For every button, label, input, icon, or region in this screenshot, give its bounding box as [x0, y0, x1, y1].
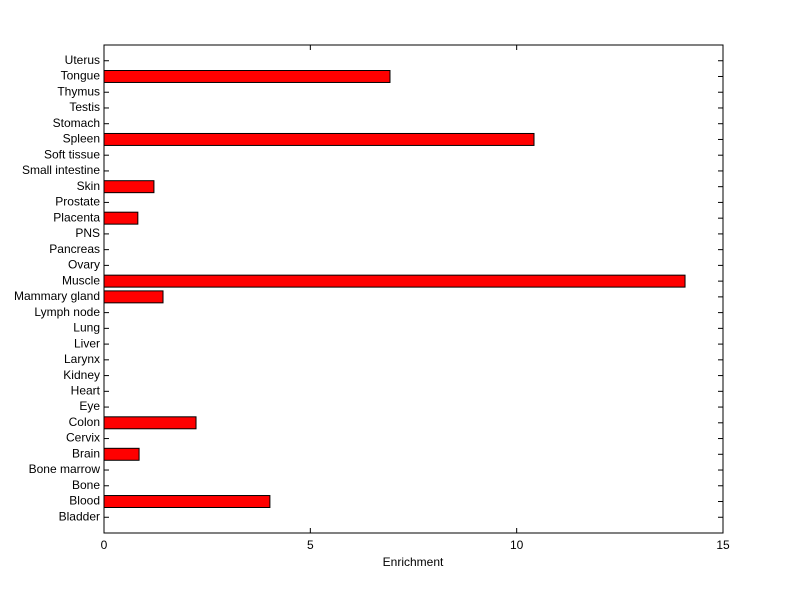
y-tick-label: Liver — [74, 336, 100, 350]
bar — [103, 495, 271, 508]
y-tick-label: Cervix — [66, 431, 100, 445]
x-tick-label: 10 — [510, 538, 524, 552]
y-tick-label: Bone — [72, 478, 100, 492]
plot-area — [104, 45, 723, 533]
bar — [103, 180, 155, 194]
y-tick-label: Thymus — [57, 84, 100, 98]
x-axis-label: Enrichment — [383, 555, 444, 569]
y-tick-label: Eye — [79, 399, 100, 413]
bar — [103, 274, 686, 288]
y-tick-label: Muscle — [62, 273, 100, 287]
x-tick-label: 15 — [716, 538, 730, 552]
x-tick-label: 5 — [307, 538, 314, 552]
plot-frame — [103, 44, 724, 534]
bar — [103, 211, 139, 225]
y-tick-label: Lung — [73, 321, 100, 335]
bar — [103, 290, 164, 304]
y-tick-label: Larynx — [64, 352, 100, 366]
y-tick-label: PNS — [75, 226, 100, 240]
bar — [103, 447, 140, 461]
y-tick-label: Small intestine — [22, 163, 100, 177]
y-tick-label: Ovary — [68, 258, 100, 272]
bar — [103, 70, 391, 83]
y-tick-label: Stomach — [53, 116, 100, 130]
y-tick-label: Tongue — [61, 69, 101, 83]
y-tick-label: Blood — [69, 494, 100, 508]
y-tick-label: Heart — [71, 383, 101, 397]
y-tick-label: Bone marrow — [29, 462, 101, 476]
y-tick-label: Brain — [72, 446, 100, 460]
y-tick-label: Mammary gland — [14, 289, 100, 303]
y-tick-label: Spleen — [63, 132, 100, 146]
y-tick-label: Soft tissue — [44, 147, 100, 161]
y-tick-label: Placenta — [53, 210, 100, 224]
y-tick-label: Lymph node — [34, 305, 100, 319]
y-tick-label: Prostate — [55, 195, 100, 209]
x-tick-label: 0 — [101, 538, 108, 552]
y-tick-label: Bladder — [59, 509, 100, 523]
y-tick-label: Testis — [69, 100, 100, 114]
y-tick-label: Colon — [69, 415, 100, 429]
y-tick-label: Pancreas — [49, 242, 100, 256]
y-tick-label: Uterus — [65, 53, 100, 67]
y-tick-label: Kidney — [63, 368, 100, 382]
y-tick-label: Skin — [77, 179, 100, 193]
bar — [103, 416, 197, 430]
bar — [103, 132, 535, 146]
